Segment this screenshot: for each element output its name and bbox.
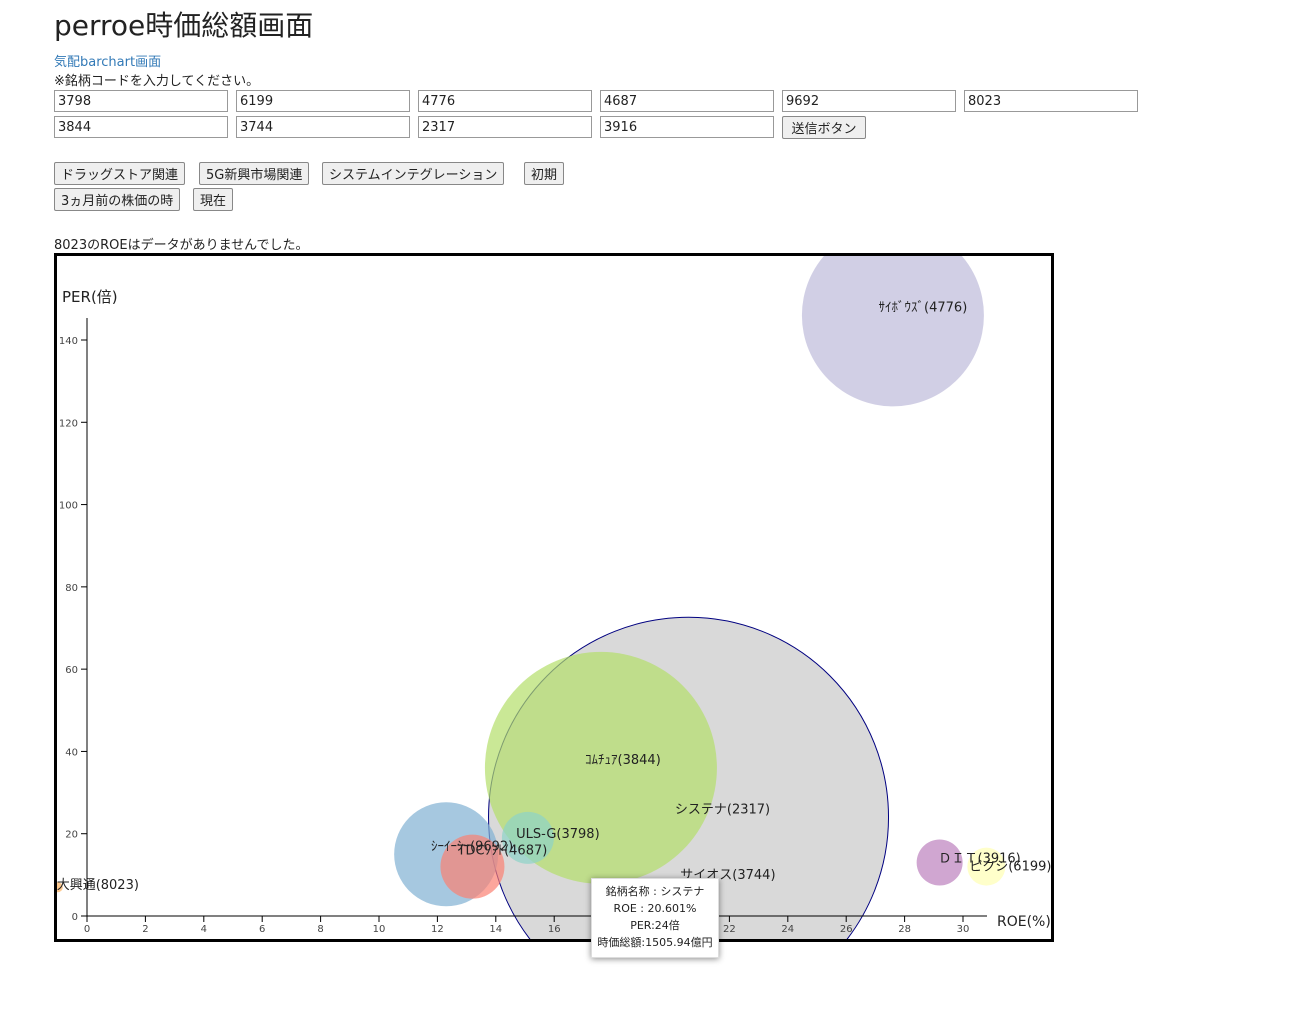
bubble-label: ｻｲﾎﾞｳｽﾞ(4776) [879, 300, 968, 315]
x-tick-label: 12 [431, 924, 444, 935]
bubble-label: 大興通(8023) [57, 878, 139, 893]
bubble-ULS-G(3798)[interactable] [501, 811, 554, 864]
bubble-chart: システナ(2317) ｺﾑﾁｭｱ(3844) ｻｲﾎﾞｳｽﾞ(4776) ｼｰｲｰｼｰ… [57, 256, 1051, 939]
barchart-link[interactable]: 気配barchart画面 [54, 55, 162, 70]
page-title: perroe時価総額画面 [54, 9, 314, 42]
x-tick-label: 22 [723, 924, 736, 935]
code-input-5[interactable] [782, 90, 956, 112]
code-input-7[interactable] [54, 116, 228, 138]
x-tick-label: 8 [317, 924, 323, 935]
bubble-chart-frame: システナ(2317) ｺﾑﾁｭｱ(3844) ｻｲﾎﾞｳｽﾞ(4776) ｼｰｲｰｼｰ… [54, 253, 1054, 942]
preset-si-button[interactable]: システムインテグレーション [322, 162, 505, 185]
y-tick-label: 20 [65, 830, 78, 841]
bubble-label: ｺﾑﾁｭｱ(3844) [585, 753, 661, 768]
code-input-10[interactable] [600, 116, 774, 138]
code-input-3[interactable] [418, 90, 592, 112]
preset-5g-button[interactable]: 5G新興市場関連 [199, 162, 310, 185]
bubble-label: ＤＩＴ(3916) [939, 852, 1021, 867]
bubble-大興通(8023)[interactable] [57, 882, 63, 893]
code-input-2[interactable] [236, 90, 410, 112]
x-tick-label: 26 [840, 924, 853, 935]
preset-3months-button[interactable]: 3ヵ月前の株価の時 [54, 188, 181, 211]
x-tick-label: 28 [898, 924, 911, 935]
code-input-6[interactable] [964, 90, 1138, 112]
preset-drugstore-button[interactable]: ドラッグストア関連 [54, 162, 186, 185]
y-tick-label: 40 [65, 747, 78, 758]
y-tick-label: 0 [72, 912, 78, 923]
x-tick-label: 30 [957, 924, 970, 935]
x-tick-label: 6 [259, 924, 265, 935]
y-axis-label: PER(倍) [62, 288, 118, 306]
preset-initial-button[interactable]: 初期 [524, 162, 565, 185]
bubble-ピクシ(6199)[interactable] [967, 847, 1006, 886]
bubble-ＤＩＴ(3916)[interactable] [916, 839, 963, 886]
bubble-ｻｲﾎﾞｳｽﾞ(4776)[interactable] [801, 256, 984, 407]
tooltip-per: PER:24倍 [630, 919, 680, 932]
x-tick-label: 16 [548, 924, 561, 935]
code-input-9[interactable] [418, 116, 592, 138]
x-axis-label: ROE(%) [997, 914, 1051, 930]
code-input-1[interactable] [54, 90, 228, 112]
bubble-label: ｼｰｲｰｼｰ(9692) [431, 839, 513, 854]
x-tick-label: 4 [201, 924, 207, 935]
y-tick-label: 120 [59, 418, 78, 429]
bubble-TDCｿﾌﾄ(4687)[interactable] [440, 834, 505, 899]
code-input-4[interactable] [600, 90, 774, 112]
instruction-text: ※銘柄コードを入力してください。 [54, 74, 260, 89]
hover-tooltip: 銘柄名称 : システナ ROE : 20.601% PER:24倍 時価総額:1… [591, 878, 719, 958]
y-tick-label: 60 [65, 665, 78, 676]
bubble-label: ピクシ(6199) [969, 860, 1051, 875]
status-message: 8023のROEはデータがありませんでした。 [54, 238, 309, 253]
bubble-label: システナ(2317) [675, 802, 770, 817]
tooltip-roe: ROE : 20.601% [613, 902, 697, 915]
bubble-label: TDCｿﾌﾄ(4687) [457, 844, 548, 859]
tooltip-name: 銘柄名称 : システナ [605, 885, 705, 898]
preset-current-button[interactable]: 現在 [193, 188, 234, 211]
y-tick-label: 100 [59, 501, 78, 512]
bubble-label: ULS-G(3798) [516, 827, 599, 842]
tooltip-cap: 時価総額:1505.94億円 [597, 936, 713, 949]
x-tick-label: 0 [84, 924, 90, 935]
y-tick-label: 80 [65, 583, 78, 594]
x-tick-label: 24 [781, 924, 794, 935]
y-tick-label: 140 [59, 336, 78, 347]
code-input-8[interactable] [236, 116, 410, 138]
x-tick-label: 10 [373, 924, 386, 935]
x-tick-label: 14 [489, 924, 502, 935]
submit-button[interactable]: 送信ボタン [782, 116, 866, 139]
x-tick-label: 2 [142, 924, 148, 935]
